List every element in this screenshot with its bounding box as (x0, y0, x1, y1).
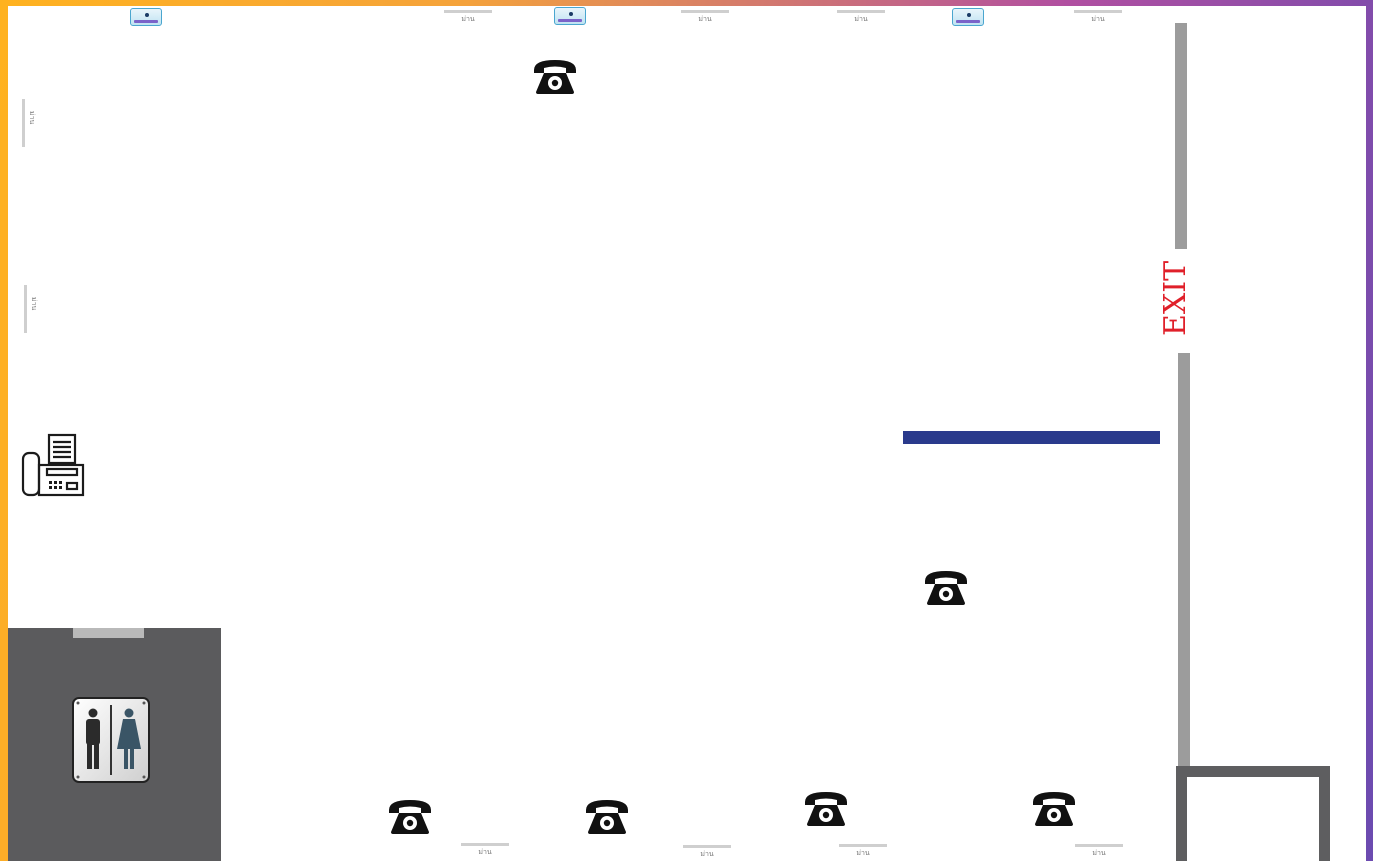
telephone-icon (805, 792, 847, 826)
blue-partition (903, 431, 1160, 444)
curtain-bottom-4: ม่าน (1075, 844, 1123, 858)
curtain-bottom-3: ม่าน (839, 844, 887, 858)
curtain-top-1: ม่าน (444, 10, 492, 24)
curtain-label: ม่าน (1092, 849, 1106, 857)
curtain-left-2: ม่าน (24, 285, 38, 333)
restroom-area (8, 628, 221, 861)
telephone-icon (1033, 792, 1075, 826)
right-wall-upper (1175, 23, 1187, 249)
telephone-icon (389, 800, 431, 834)
right-wall-lower (1178, 353, 1190, 771)
telephone-icon (925, 571, 967, 605)
curtain-top-3: ม่าน (837, 10, 885, 24)
telephone-icon (534, 60, 576, 94)
curtain-bottom-2: ม่าน (683, 845, 731, 859)
telephone-icon (586, 800, 628, 834)
restroom-door (73, 628, 144, 638)
curtain-label: ม่าน (30, 297, 38, 311)
exit-label: EXIT (1158, 260, 1193, 336)
curtain-top-2: ม่าน (681, 10, 729, 24)
curtain-label: ม่าน (1091, 15, 1105, 23)
air-conditioner-icon (952, 8, 984, 26)
curtain-label: ม่าน (28, 111, 36, 125)
curtain-left-1: ม่าน (22, 99, 36, 147)
curtain-bottom-1: ม่าน (461, 843, 509, 857)
curtain-label: ม่าน (461, 15, 475, 23)
restroom-sign-icon (72, 697, 150, 783)
bottom-right-box (1176, 766, 1330, 861)
air-conditioner-icon (130, 8, 162, 26)
curtain-label: ม่าน (478, 848, 492, 856)
curtain-label: ม่าน (698, 15, 712, 23)
curtain-top-4: ม่าน (1074, 10, 1122, 24)
air-conditioner-icon (554, 7, 586, 25)
floor-plan: ม่าน ม่าน ม่าน ม่าน ม่าน ม่าน ม่าน ม่าน … (8, 6, 1366, 861)
fax-machine-icon (21, 433, 85, 497)
curtain-label: ม่าน (700, 850, 714, 858)
exit-sign: EXIT (1158, 260, 1194, 336)
curtain-label: ม่าน (854, 15, 868, 23)
curtain-label: ม่าน (856, 849, 870, 857)
